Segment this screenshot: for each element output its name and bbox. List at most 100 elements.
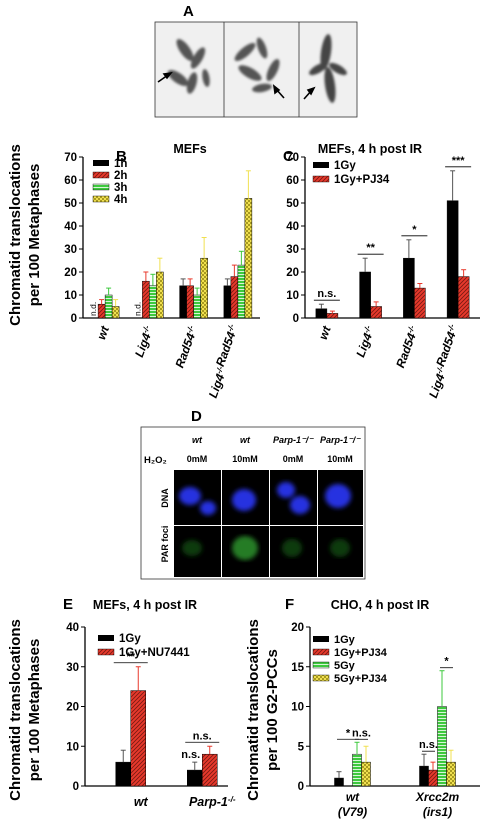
x-tick-label: Lig4-/- — [353, 324, 377, 359]
chart-title: MEFs, 4 h post IR — [93, 598, 197, 612]
y-tick-label: 70 — [64, 152, 77, 164]
significance-label: n.s. — [352, 727, 371, 739]
x-tick-label: wt — [346, 790, 360, 804]
legend-label: 3h — [114, 182, 127, 194]
y-tick-label: 10 — [66, 741, 79, 753]
bar — [315, 308, 328, 319]
y-axis-label-line1: Chromatid translocations — [245, 619, 262, 801]
chart-title: MEFs, 4 h post IR — [318, 142, 422, 156]
bar — [359, 271, 371, 319]
y-tick-label: 15 — [291, 662, 304, 674]
y-tick-label: 5 — [298, 741, 305, 753]
chart-e: E MEFs, 4 h post IR 0 10 20 30 40 wt Parp-1-/- 1G… — [63, 596, 236, 809]
y-tick-label: 0 — [298, 781, 304, 793]
bar — [115, 761, 131, 787]
legend-swatch — [92, 195, 110, 203]
significance-label: n.s. — [193, 730, 212, 742]
y-tick-label: 40 — [66, 622, 79, 634]
x-tick-label: Lig4-/-Rad54-/- — [422, 322, 465, 399]
y-tick-label: 20 — [64, 267, 77, 279]
bar — [403, 257, 415, 319]
bar — [446, 200, 459, 319]
bar — [187, 769, 203, 787]
chart-c: C MEFs, 4 h post IR 0 10 20 30 40 50 60 70 wt Lig4-… — [283, 142, 480, 400]
legend-swatch — [92, 183, 110, 191]
panel-letter-b: B — [116, 148, 127, 165]
x-tick-label: wt — [94, 323, 112, 341]
legend-swatch — [313, 636, 329, 642]
y-tick-label: 50 — [64, 198, 77, 210]
bar — [446, 761, 456, 787]
bar — [200, 257, 208, 319]
chromosome-translocation — [309, 34, 347, 103]
h2o2-label: H₂O₂ — [144, 455, 167, 466]
column-dose: 10mM — [232, 454, 258, 464]
annotation-label: n.d. — [88, 302, 98, 316]
significance-label: ** — [366, 242, 375, 254]
chart-title: MEFs — [173, 142, 206, 156]
x-tick-label: Rad54-/- — [393, 324, 421, 370]
legend-label: 5Gy — [334, 660, 356, 672]
x-tick-label: Rad54-/- — [172, 324, 200, 370]
x-tick-label: (irs1) — [423, 805, 452, 819]
legend-label: 4h — [114, 194, 127, 206]
significance-label: * — [412, 224, 417, 236]
legend-label: 1Gy — [119, 633, 141, 645]
legend-swatch — [92, 171, 110, 179]
y-axis-label-line1: Chromatid translocations — [7, 619, 24, 801]
bar — [428, 769, 438, 787]
y-tick-label: 20 — [286, 267, 299, 279]
legend-swatch — [312, 661, 330, 669]
legend-label: 1Gy — [334, 160, 356, 172]
panel-d: D H₂O₂ wt 0mM wt 10mM Parp-1⁻/⁻ 0mM Parp-1⁻/⁻ 1… — [140, 408, 366, 580]
bar — [437, 706, 447, 787]
x-tick-label: Lig4-/-Rad54-/- — [202, 322, 245, 399]
x-tick-label: Xrcc2m — [415, 790, 460, 804]
dna-row — [174, 470, 363, 525]
bar — [142, 280, 150, 319]
significance-label: *** — [452, 155, 466, 167]
bar — [361, 761, 371, 787]
y-tick-label: 40 — [286, 221, 299, 233]
bar — [457, 276, 470, 319]
chart-title: CHO, 4 h post IR — [331, 598, 430, 612]
legend-label: 1Gy+PJ34 — [334, 647, 388, 659]
par-foci-row — [174, 526, 363, 577]
bar — [104, 294, 113, 319]
legend-label: 5Gy+PJ34 — [334, 673, 388, 685]
bar — [326, 313, 339, 319]
y-tick-label: 10 — [64, 290, 77, 302]
bar — [237, 264, 246, 319]
y-tick-label: 10 — [286, 290, 299, 302]
column-genotype: wt — [192, 435, 203, 445]
y-tick-label: 0 — [293, 313, 299, 325]
y-tick-label: 30 — [66, 662, 79, 674]
legend-swatch — [312, 175, 330, 183]
legend-swatch — [312, 674, 330, 682]
column-dose: 10mM — [327, 454, 353, 464]
legend-label: 1h — [114, 158, 127, 170]
x-tick-label: wt — [316, 323, 334, 341]
bar — [130, 690, 146, 787]
y-tick-label: 50 — [286, 198, 299, 210]
significance-label: * — [346, 727, 351, 739]
bar — [223, 285, 232, 319]
panel-letter-d: D — [191, 408, 202, 425]
column-genotype: wt — [240, 435, 251, 445]
bar — [186, 285, 194, 319]
panel-letter-a: A — [183, 3, 194, 20]
bar — [414, 287, 426, 319]
column-genotype: Parp-1⁻/⁻ — [273, 435, 314, 445]
micrograph-column-headers: wt 0mM wt 10mM Parp-1⁻/⁻ 0mM Parp-1⁻/⁻ 10mM — [187, 435, 362, 464]
y-axis-label-top: Chromatid translocations per 100 Metaphas… — [7, 144, 43, 326]
y-tick-label: 60 — [64, 175, 77, 187]
y-axis-label-line2: per 100 Metaphases — [26, 164, 43, 307]
y-tick-label: 10 — [291, 702, 304, 714]
bar — [334, 777, 344, 787]
significance-label: ** — [126, 651, 135, 663]
y-tick-label: 60 — [286, 175, 299, 187]
y-tick-label: 40 — [64, 221, 77, 233]
bar-significance-label: n.s. — [181, 749, 200, 761]
column-dose: 0mM — [187, 454, 208, 464]
bar — [230, 276, 239, 319]
